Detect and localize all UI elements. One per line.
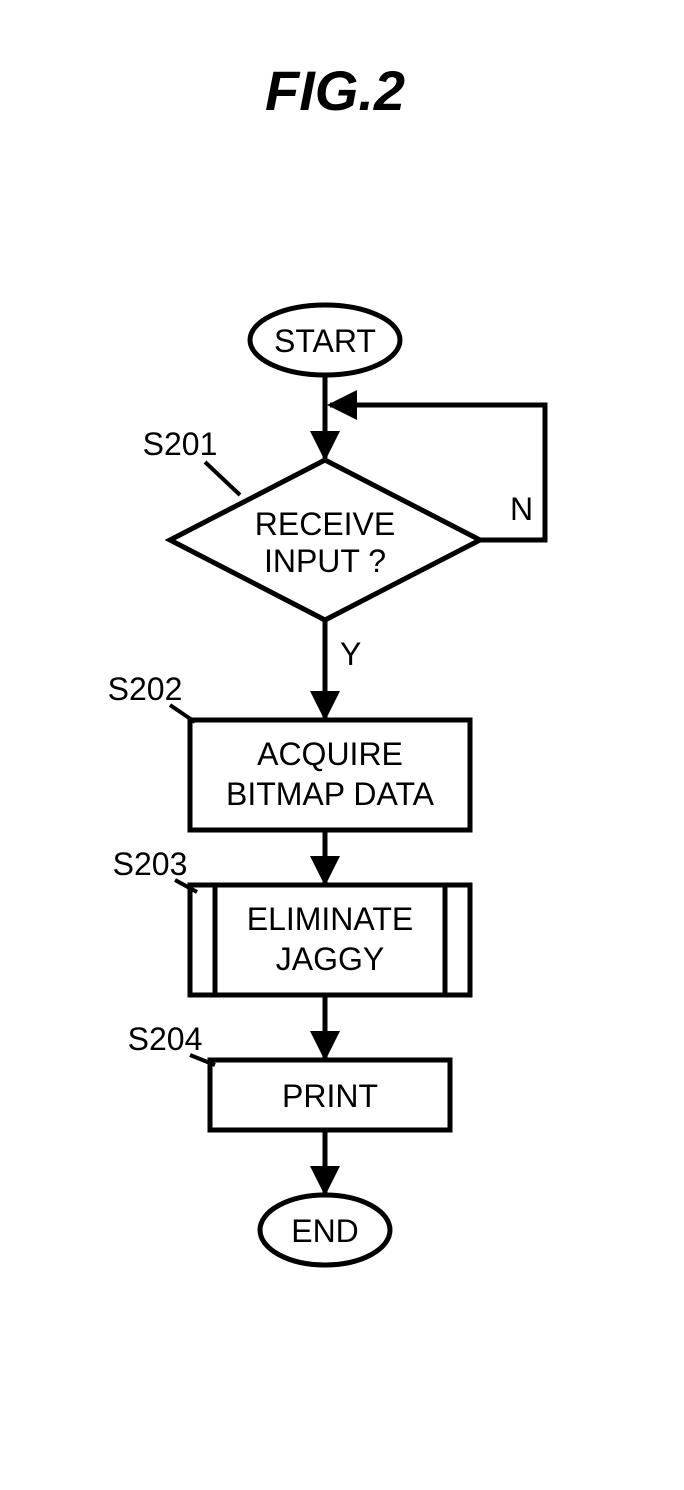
end-label: END <box>291 1213 359 1249</box>
s203-ref: S203 <box>113 846 188 882</box>
s202-label-l2: BITMAP DATA <box>226 776 435 812</box>
s204-ref: S204 <box>128 1021 203 1057</box>
s201-label-l2: INPUT ? <box>264 543 386 579</box>
branch-yes-label: Y <box>340 636 361 672</box>
figure-title: FIG.2 <box>265 59 405 122</box>
s204-label: PRINT <box>282 1078 378 1114</box>
s201-ref: S201 <box>143 426 218 462</box>
s202-ref: S202 <box>108 671 183 707</box>
s202-label-l1: ACQUIRE <box>257 736 403 772</box>
start-label: START <box>274 323 376 359</box>
flowchart-svg: FIG.2 START RECEIVE INPUT ? S201 N Y ACQ… <box>0 0 684 1485</box>
s203-label-l1: ELIMINATE <box>247 901 414 937</box>
s201-ref-leader <box>205 462 240 495</box>
branch-no-label: N <box>510 491 533 527</box>
s202-ref-leader <box>170 705 195 722</box>
s201-label-l1: RECEIVE <box>255 506 395 542</box>
s203-label-l2: JAGGY <box>276 941 384 977</box>
